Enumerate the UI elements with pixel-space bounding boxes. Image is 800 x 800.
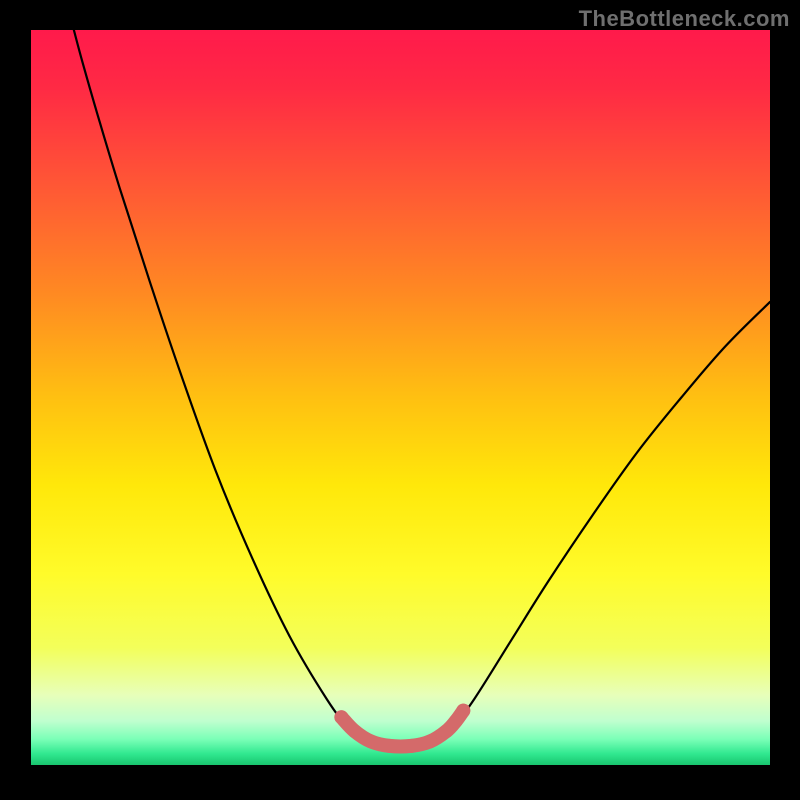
bottom-marker-dot: [364, 734, 378, 748]
bottom-marker-dot: [456, 704, 470, 718]
bottom-marker-dot: [405, 739, 419, 753]
bottom-marker-dot: [348, 724, 362, 738]
watermark-text: TheBottleneck.com: [579, 6, 790, 32]
chart-frame: TheBottleneck.com: [0, 0, 800, 800]
gradient-background: [31, 30, 770, 765]
bottom-marker-dot: [382, 739, 396, 753]
bottom-marker-dot: [334, 710, 348, 724]
plot-area: [31, 30, 770, 765]
bottom-marker-dot: [423, 734, 437, 748]
bottom-marker-dot: [439, 724, 453, 738]
